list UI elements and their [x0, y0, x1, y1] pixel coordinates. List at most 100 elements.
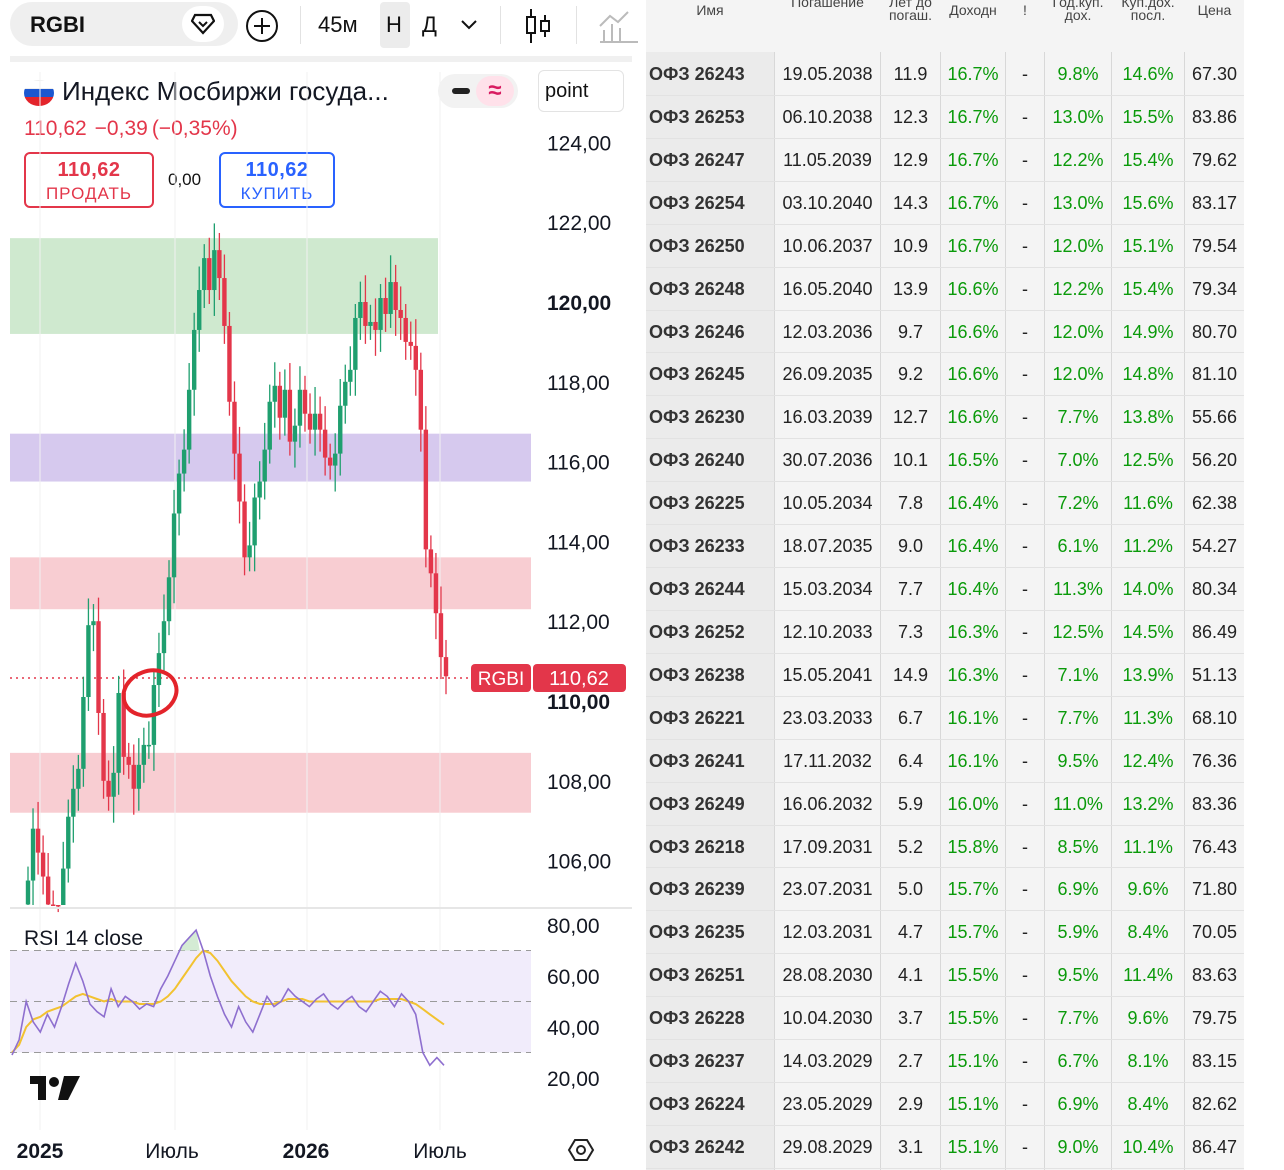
- table-row[interactable]: ОФЗ 26237 14.03.2029 2.7 15.1% - 6.7% 8.1% 83.1…: [646, 1040, 1244, 1082]
- settings-icon[interactable]: [567, 1139, 595, 1161]
- row-divider: [646, 824, 1244, 826]
- table-row[interactable]: ОФЗ 26233 18.07.2035 9.0 16.4% - 6.1% 11.2% 54.…: [646, 525, 1244, 567]
- table-cell: 16.4%: [947, 579, 999, 600]
- table-row[interactable]: ОФЗ 26218 17.09.2031 5.2 15.8% - 8.5% 11.1% 76.…: [646, 826, 1244, 868]
- table-row[interactable]: ОФЗ 26224 23.05.2029 2.9 15.1% - 6.9% 8.4% 82.6…: [646, 1083, 1244, 1125]
- row-divider: [646, 395, 1244, 397]
- table-row[interactable]: ОФЗ 26230 16.03.2039 12.7 16.6% - 7.7% 13.8% 55…: [646, 396, 1244, 438]
- candle: [91, 604, 96, 652]
- table-cell: 10.4%: [1122, 1137, 1174, 1157]
- table-cell: 15.4%: [1122, 149, 1174, 170]
- table-cell: ОФЗ 26244: [649, 579, 745, 600]
- table-row[interactable]: ОФЗ 26240 30.07.2036 10.1 16.5% - 7.0% 12.5% 56…: [646, 439, 1244, 481]
- chart-type-d-button[interactable]: Д: [422, 12, 437, 37]
- instrument-title[interactable]: Индекс Мосбиржи госуда...: [62, 76, 389, 106]
- column-divider: [1044, 52, 1045, 1170]
- price-axis[interactable]: 124,00 122,00 120,00 118,00 116,00 114,00 112,…: [547, 132, 611, 873]
- column-header-3[interactable]: Лет до погаш.: [888, 0, 933, 23]
- table-cell: 15.1%: [947, 1137, 999, 1157]
- table-cell: 3.1: [897, 1137, 924, 1157]
- table-cell: 14.9: [892, 664, 929, 685]
- table-cell: 15.4%: [1122, 278, 1174, 299]
- interval-button[interactable]: 45м: [318, 12, 358, 37]
- chart-plus-icon[interactable]: [598, 8, 640, 44]
- table-cell: 23.03.2033: [782, 707, 873, 728]
- plus-circle-icon[interactable]: [244, 8, 280, 44]
- table-row[interactable]: ОФЗ 26228 10.04.2030 3.7 15.5% - 7.7% 9.6% 79.7…: [646, 997, 1244, 1039]
- candle: [66, 799, 71, 883]
- annotation-circle[interactable]: [117, 663, 183, 723]
- table-cell: 79.62: [1191, 149, 1238, 170]
- candle: [176, 459, 182, 536]
- candle: [76, 754, 81, 811]
- table-cell: 86.47: [1191, 1137, 1238, 1157]
- table-row[interactable]: ОФЗ 26225 10.05.2034 7.8 16.4% - 7.2% 11.6% 62.…: [646, 482, 1244, 524]
- bond-table: Имя Погашение Лет до погаш. Доходн! Год.куп.…: [646, 0, 1244, 1170]
- table-cell: ОФЗ 26249: [649, 793, 745, 814]
- column-header-1[interactable]: Имя: [696, 2, 724, 18]
- table-row[interactable]: ОФЗ 26252 12.10.2033 7.3 16.3% - 12.5% 14.5% 86…: [646, 611, 1244, 653]
- table-cell: 12.0%: [1052, 321, 1104, 342]
- table-cell: 11.4%: [1123, 965, 1173, 986]
- table-cell: 16.05.2040: [782, 278, 873, 299]
- table-row[interactable]: ОФЗ 26248 16.05.2040 13.9 16.6% - 12.2% 15.4% 7…: [646, 268, 1244, 310]
- candle: [317, 396, 323, 452]
- rsi-pane[interactable]: 80,00 60,00 40,00 20,00: [10, 915, 600, 1091]
- table-cell: 12.10.2033: [782, 621, 873, 642]
- table-cell: 23.07.2031: [782, 879, 873, 900]
- table-cell: 9.0: [897, 536, 924, 557]
- table-cell: 16.7%: [947, 64, 999, 84]
- chart-mode-toggle[interactable]: ≈: [438, 74, 518, 108]
- candles-icon[interactable]: [522, 6, 554, 46]
- table-row[interactable]: ОФЗ 26249 16.06.2032 5.9 16.0% - 11.0% 13.2% 83…: [646, 783, 1244, 825]
- column-header-4[interactable]: Доходн: [949, 2, 997, 18]
- table-row[interactable]: ОФЗ 26221 23.03.2033 6.7 16.1% - 7.7% 11.3% 68.…: [646, 697, 1244, 739]
- table-row[interactable]: ОФЗ 26244 15.03.2034 7.7 16.4% - 11.3% 14.0% 80…: [646, 568, 1244, 610]
- column-header-2[interactable]: Погашение: [791, 0, 864, 10]
- table-cell: 13.2%: [1122, 793, 1174, 814]
- time-axis[interactable]: 2025 Июль 2026 Июль: [17, 1140, 467, 1163]
- table-row[interactable]: ОФЗ 26242 29.08.2029 3.1 15.1% - 9.0% 10.4% 86.…: [646, 1126, 1244, 1168]
- table-row[interactable]: ОФЗ 26251 28.08.2030 4.1 15.5% - 9.5% 11.4% 83.…: [646, 954, 1244, 996]
- tradingview-logo[interactable]: [30, 1076, 80, 1100]
- table-row[interactable]: ОФЗ 26250 10.06.2037 10.9 16.7% - 12.0% 15.1% 7…: [646, 225, 1244, 267]
- table-cell: 11.0%: [1053, 793, 1103, 814]
- diamond-icon[interactable]: [182, 6, 224, 42]
- column-header-5[interactable]: !: [1023, 2, 1027, 18]
- last-price-tag-value: 110,62: [549, 668, 609, 690]
- unit-label[interactable]: point: [538, 70, 624, 112]
- chart-type-h-button[interactable]: Н: [386, 12, 402, 37]
- table-cell: 6.9%: [1057, 879, 1099, 900]
- table-cell: -: [1022, 149, 1028, 170]
- sell-button[interactable]: 110,62 ПРОДАТЬ: [24, 152, 154, 208]
- table-row[interactable]: ОФЗ 26238 15.05.2041 14.9 16.3% - 7.1% 13.9% 51…: [646, 654, 1244, 696]
- candle: [287, 363, 293, 456]
- table-row[interactable]: ОФЗ 26235 12.03.2031 4.7 15.7% - 5.9% 8.4% 70.0…: [646, 911, 1244, 953]
- column-header-8[interactable]: Цена: [1197, 2, 1232, 18]
- table-row[interactable]: ОФЗ 26246 12.03.2036 9.7 16.6% - 12.0% 14.9% 80…: [646, 311, 1244, 353]
- time-axis-label: Июль: [145, 1140, 199, 1163]
- chevron-down-icon[interactable]: [456, 12, 482, 38]
- table-cell: 12.0%: [1052, 364, 1104, 385]
- candle: [428, 535, 434, 588]
- candle: [81, 676, 86, 787]
- price-axis-label: 124,00: [547, 132, 611, 155]
- table-row[interactable]: ОФЗ 26239 23.07.2031 5.0 15.7% - 6.9% 9.6% 71.8…: [646, 868, 1244, 910]
- table-row[interactable]: ОФЗ 26247 11.05.2039 12.9 16.7% - 12.2% 15.4% 7…: [646, 139, 1244, 181]
- table-cell: 12.03.2031: [782, 922, 873, 943]
- table-row[interactable]: ОФЗ 26243 19.05.2038 11.9 16.7% - 9.8% 14.6% 67…: [646, 53, 1244, 95]
- table-cell: 06.10.2038: [782, 106, 873, 127]
- table-cell: 14.8%: [1122, 364, 1174, 385]
- column-header-6[interactable]: Год.куп. дох.: [1052, 0, 1104, 23]
- candle: [368, 304, 373, 340]
- table-row[interactable]: ОФЗ 26245 26.09.2035 9.2 16.6% - 12.0% 14.8% 81…: [646, 353, 1244, 395]
- table-row[interactable]: ОФЗ 26253 06.10.2038 12.3 16.7% - 13.0% 15.5% 8…: [646, 96, 1244, 138]
- table-row[interactable]: ОФЗ 26241 17.11.2032 6.4 16.1% - 9.5% 12.4% 76.…: [646, 740, 1244, 782]
- price-chart[interactable]: 124,00 122,00 120,00 118,00 116,00 114,00 112,…: [0, 0, 640, 1170]
- table-cell: 26.09.2035: [782, 364, 873, 385]
- table-row[interactable]: ОФЗ 26254 03.10.2040 14.3 16.7% - 13.0% 15.6% 8…: [646, 182, 1244, 224]
- symbol-search-button[interactable]: RGBI: [10, 2, 238, 46]
- table-cell: 9.6%: [1127, 1008, 1169, 1029]
- column-header-7[interactable]: Куп.дох. посл.: [1121, 0, 1175, 23]
- buy-button[interactable]: 110,62 КУПИТЬ: [219, 152, 335, 208]
